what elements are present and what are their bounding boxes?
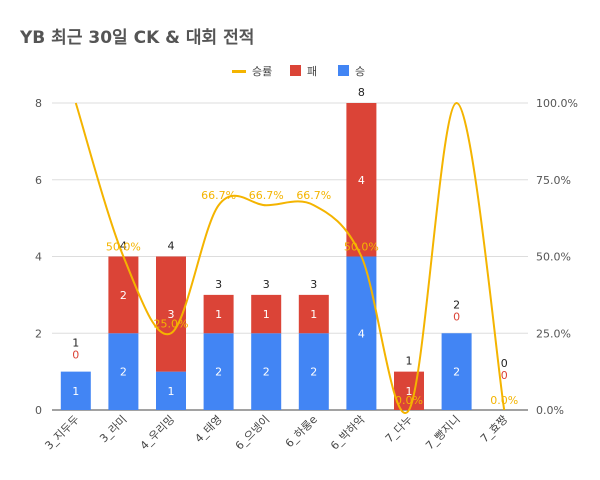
loss-value-label: 1 (310, 308, 317, 321)
y-axis-left: 0 2 4 6 8 (35, 97, 42, 417)
bar-win (298, 333, 329, 410)
bar-win (156, 371, 186, 410)
loss-value-label: 3 (168, 308, 175, 321)
x-tick-label: 6_하롱e (282, 412, 320, 450)
win-value-label: 2 (453, 366, 460, 379)
total-label: 0 (501, 357, 508, 370)
win-rate-label: 50.0% (344, 241, 379, 254)
legend-label: 패 (307, 65, 317, 78)
total-label: 4 (120, 240, 127, 253)
legend-swatch-loss (290, 65, 301, 76)
x-tick-label: 7_빵지니 (423, 413, 462, 452)
bar-loss (203, 294, 234, 334)
x-axis: 3_지두두 3_라미 4_우리밍 4_태영 6_으넹이 6_하롱e 6_박하악 7_다누 7_빵… (42, 412, 510, 452)
legend-swatch-win (338, 65, 349, 76)
win-rate-label: 66.7% (201, 189, 236, 202)
y-tick-label: 0 (35, 404, 42, 417)
y-tick-label: 6 (35, 174, 42, 187)
bar-win (251, 333, 282, 410)
win-rate-label: 0.0% (395, 394, 423, 407)
loss-value-label: 1 (263, 308, 270, 321)
y-tick-label: 8 (35, 97, 42, 110)
y2-tick-label: 50.0% (536, 251, 571, 264)
y-tick-label: 4 (35, 251, 42, 264)
bar-win (441, 333, 472, 410)
data-labels: 110224134213213213448112200050.0%25.0%66… (72, 86, 518, 407)
x-tick-label: 3_라미 (97, 413, 129, 445)
win-value-label: 2 (120, 366, 127, 379)
total-label: 3 (310, 278, 317, 291)
total-label: 3 (215, 278, 222, 291)
y2-tick-label: 0.0% (536, 404, 564, 417)
loss-value-label: 2 (120, 289, 127, 302)
legend-swatch-rate (232, 70, 246, 73)
loss-value-label: 4 (358, 174, 365, 187)
bar-loss (156, 256, 186, 372)
x-tick-label: 6_박하악 (327, 412, 367, 452)
bar-loss (251, 294, 282, 334)
bar-win (346, 256, 377, 410)
win-rate-label: 66.7% (296, 189, 331, 202)
bar-loss (346, 103, 377, 257)
y2-tick-label: 100.0% (536, 97, 578, 110)
loss-zero-label: 0 (453, 310, 460, 323)
bar-series (60, 103, 472, 410)
bar-loss (108, 256, 139, 334)
win-rate-label: 50.0% (106, 241, 141, 254)
chart-legend: 승률 패 승 (232, 65, 365, 78)
y2-tick-label: 75.0% (536, 174, 571, 187)
win-rate-label: 0.0% (490, 394, 518, 407)
bar-win (108, 333, 139, 410)
total-label: 2 (453, 298, 460, 311)
x-tick-label: 7_다누 (383, 413, 415, 445)
loss-value-label: 1 (406, 385, 413, 398)
x-tick-label: 3_지두두 (42, 413, 81, 452)
bar-win (60, 371, 91, 410)
bar-loss (394, 371, 424, 410)
win-rate-line (74, 101, 506, 414)
win-rate-series (74, 101, 506, 414)
loss-zero-label: 0 (72, 349, 79, 362)
win-value-label: 2 (310, 366, 317, 379)
legend-label: 승률 (252, 65, 272, 78)
bar-loss (298, 294, 329, 334)
total-label: 4 (168, 240, 175, 253)
total-label: 3 (263, 278, 270, 291)
x-tick-label: 4_우리밍 (138, 413, 177, 452)
win-value-label: 2 (215, 366, 222, 379)
x-tick-label: 6_으넹이 (233, 413, 272, 452)
total-label: 1 (72, 337, 79, 350)
win-rate-label: 66.7% (249, 189, 284, 202)
y-tick-label: 2 (35, 327, 42, 340)
chart-title: YB 최근 30일 CK & 대회 전적 (19, 28, 254, 48)
total-label: 8 (358, 86, 365, 99)
win-value-label: 2 (263, 366, 270, 379)
x-tick-label: 4_태영 (192, 413, 224, 445)
win-value-label: 1 (168, 385, 175, 398)
total-label: 1 (406, 355, 413, 368)
x-tick-label: 7_효짱 (478, 413, 510, 445)
y2-tick-label: 25.0% (536, 327, 571, 340)
y-axis-right: 0.0% 25.0% 50.0% 75.0% 100.0% (536, 97, 578, 417)
win-value-label: 4 (358, 327, 365, 340)
win-value-label: 1 (72, 385, 79, 398)
win-rate-label: 25.0% (154, 317, 189, 330)
loss-value-label: 1 (215, 308, 222, 321)
bar-win (203, 333, 234, 410)
loss-zero-label: 0 (501, 369, 508, 382)
legend-label: 승 (355, 65, 365, 78)
